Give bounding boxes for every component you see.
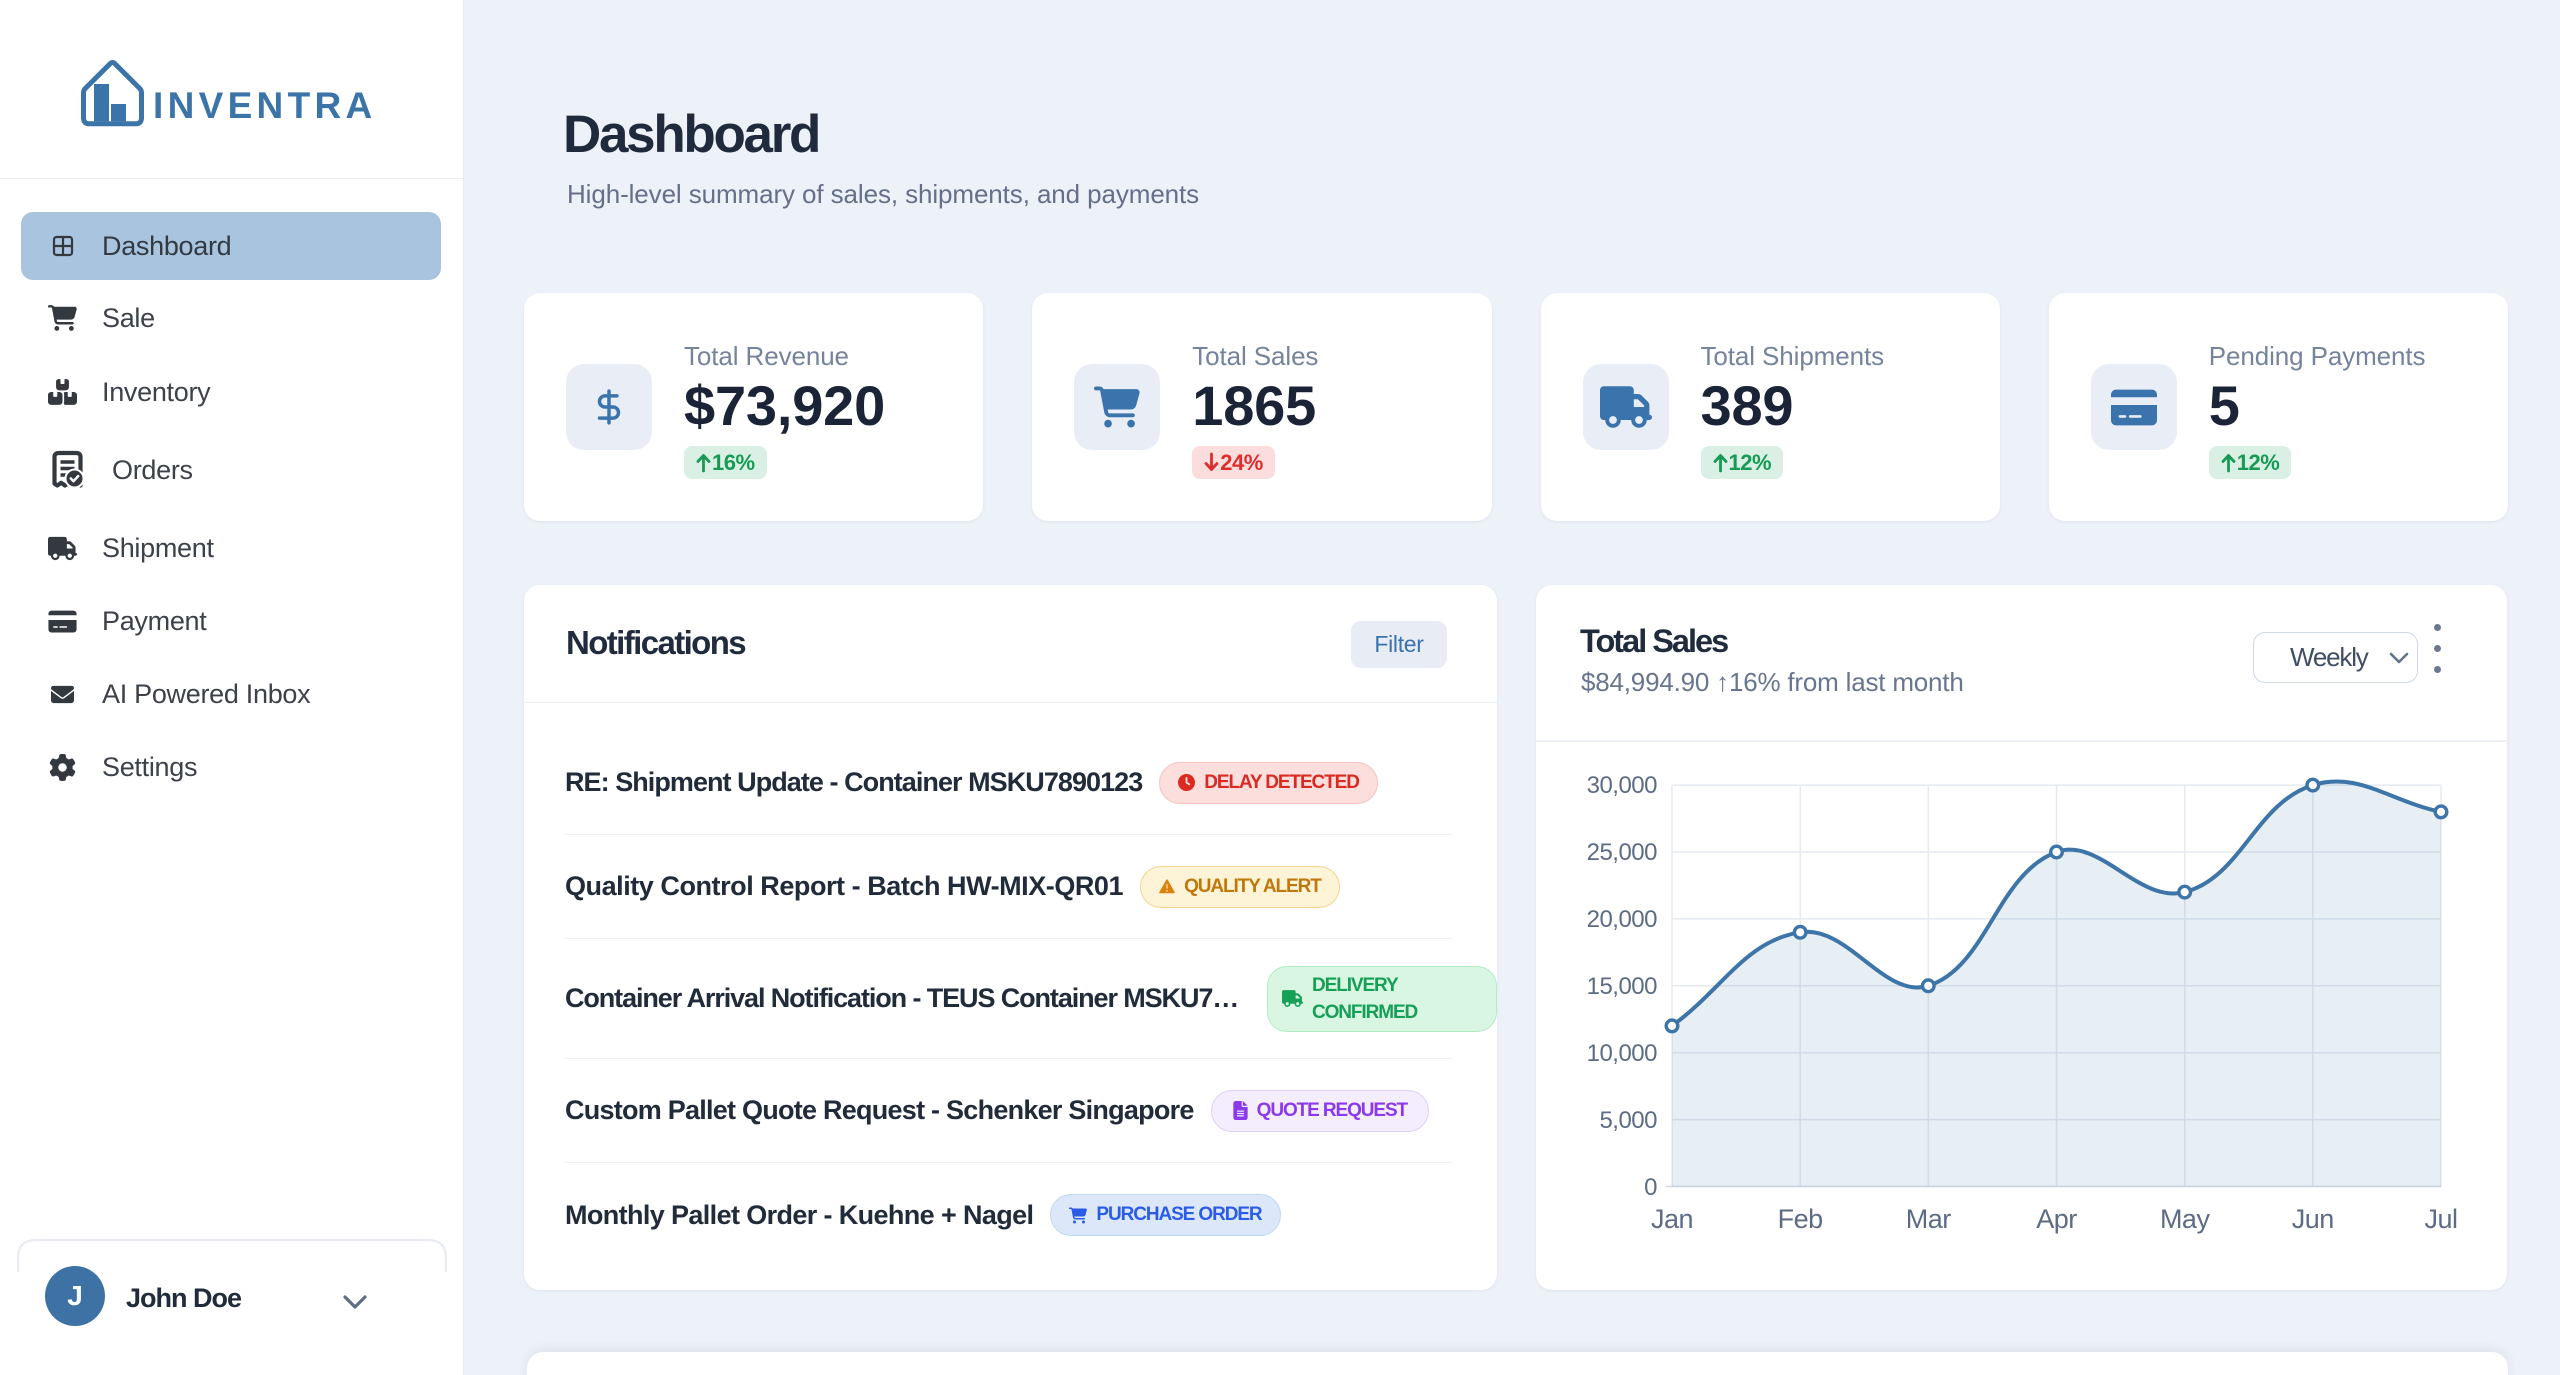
svg-text:0: 0 — [1644, 1174, 1657, 1201]
svg-text:May: May — [2160, 1204, 2211, 1234]
svg-text:Jul: Jul — [2424, 1204, 2457, 1234]
svg-text:Apr: Apr — [2036, 1204, 2077, 1234]
svg-text:Feb: Feb — [1778, 1204, 1823, 1234]
svg-text:10,000: 10,000 — [1587, 1040, 1658, 1067]
svg-text:25,000: 25,000 — [1587, 839, 1658, 866]
svg-text:5,000: 5,000 — [1599, 1107, 1657, 1134]
svg-text:30,000: 30,000 — [1587, 772, 1658, 799]
svg-text:15,000: 15,000 — [1587, 973, 1658, 1000]
svg-text:Jun: Jun — [2292, 1204, 2334, 1234]
svg-text:Jan: Jan — [1651, 1204, 1693, 1234]
svg-text:Mar: Mar — [1906, 1204, 1952, 1234]
svg-text:20,000: 20,000 — [1587, 906, 1658, 933]
